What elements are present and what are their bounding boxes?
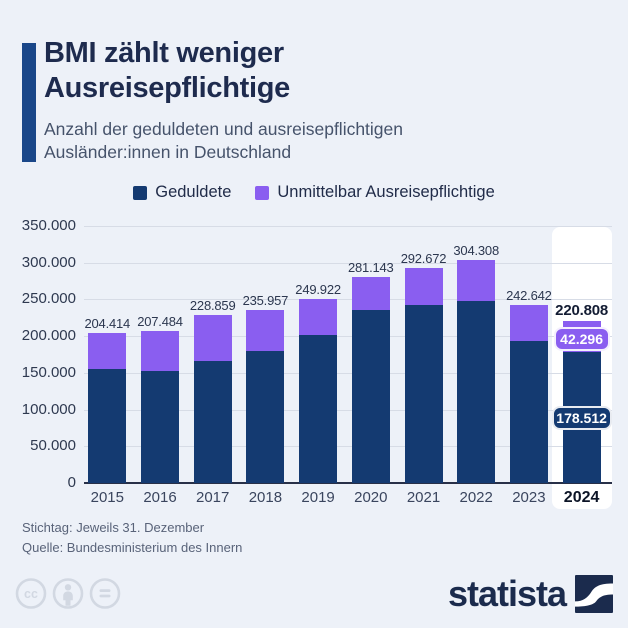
statista-logo[interactable]: statista xyxy=(448,575,613,613)
y-tick-label: 0 xyxy=(67,474,76,491)
y-tick-label: 150.000 xyxy=(21,363,76,381)
x-tick-2015: 2015 xyxy=(90,489,124,506)
bar-2019-geduldete xyxy=(299,334,338,483)
bar-2018-ausreisepflichtige xyxy=(246,309,285,351)
bar-2017-geduldete xyxy=(193,361,232,483)
bar-2015-ausreisepflichtige xyxy=(88,332,127,370)
y-tick-label: 350.000 xyxy=(21,217,76,234)
legend-item-geduldete: Geduldete xyxy=(133,183,231,202)
x-tick-2020: 2020 xyxy=(354,489,388,506)
footnote-quelle: Quelle: Bundesministerium des Innern xyxy=(22,540,243,555)
badge-ausreisepflichtige-2024: 42.296 xyxy=(553,327,610,351)
gridline-300.000 xyxy=(84,262,612,264)
legend: Geduldete Unmittelbar Ausreisepflichtige xyxy=(0,183,628,202)
total-label-2021: 292.672 xyxy=(400,251,447,267)
total-label-2017: 228.859 xyxy=(189,297,236,313)
x-tick-2019: 2019 xyxy=(301,489,335,506)
bar-2023-geduldete xyxy=(509,340,548,483)
legend-item-ausreisepflichtige: Unmittelbar Ausreisepflichtige xyxy=(255,183,495,202)
title-accent-bar xyxy=(22,43,36,162)
statista-wordmark: statista xyxy=(447,573,567,614)
gridline-200.000 xyxy=(84,336,612,338)
bar-2018-geduldete xyxy=(246,350,285,483)
x-tick-2016: 2016 xyxy=(143,489,177,506)
bar-2016-ausreisepflichtige xyxy=(141,330,179,371)
bar-2023-ausreisepflichtige xyxy=(509,304,548,341)
total-label-2016: 207.484 xyxy=(137,313,183,329)
bar-2019-ausreisepflichtige xyxy=(299,299,338,335)
page-title: BMI zählt weniger Ausreisepflichtige xyxy=(44,37,290,104)
badge-geduldete-2024: 178.512 xyxy=(551,406,612,430)
gridline-150.000 xyxy=(84,372,612,374)
no-derivatives-icon[interactable] xyxy=(89,578,121,609)
bar-2016-geduldete xyxy=(141,370,179,483)
cc-license-icons[interactable]: cc xyxy=(13,575,125,617)
x-tick-2023: 2023 xyxy=(512,489,546,506)
gridline-100.000 xyxy=(84,409,612,411)
x-axis-line xyxy=(84,482,612,484)
footnote-stichtag: Stichtag: Jeweils 31. Dezember xyxy=(22,520,205,535)
y-tick-label: 300.000 xyxy=(21,253,76,271)
y-tick-label: 250.000 xyxy=(21,290,76,308)
bar-2020-geduldete xyxy=(351,309,390,483)
bar-2020-ausreisepflichtige xyxy=(351,276,390,310)
x-tick-2021: 2021 xyxy=(406,489,441,506)
x-tick-2024: 2024 xyxy=(563,489,600,506)
x-tick-2018: 2018 xyxy=(248,489,283,506)
gridline-350.000 xyxy=(84,226,612,227)
statista-logo-mark xyxy=(575,575,613,613)
gridline-50.000 xyxy=(84,446,612,448)
bar-2021-ausreisepflichtige xyxy=(404,268,443,306)
cc-icon[interactable]: cc xyxy=(15,578,47,609)
y-tick-label: 100.000 xyxy=(21,400,76,418)
bar-2017-ausreisepflichtige xyxy=(193,314,232,362)
total-label-2020: 281.143 xyxy=(348,259,394,275)
total-label-2018: 235.957 xyxy=(242,292,289,308)
gridline-250.000 xyxy=(84,299,612,301)
legend-swatch-geduldete xyxy=(133,185,148,200)
legend-label-ausreisepflichtige: Unmittelbar Ausreisepflichtige xyxy=(277,183,495,201)
y-tick-label: 50.000 xyxy=(30,437,76,455)
x-tick-2017: 2017 xyxy=(196,489,230,506)
x-tick-2022: 2022 xyxy=(459,489,493,506)
bar-2021-geduldete xyxy=(404,305,443,483)
total-label-2023: 242.642 xyxy=(506,287,552,303)
bar-2022-geduldete xyxy=(457,300,496,483)
total-label-2024: 220.808 xyxy=(555,301,608,319)
total-label-2022: 304.308 xyxy=(453,242,499,258)
bar-2015-geduldete xyxy=(88,369,127,483)
chart-subtitle: Anzahl der geduldeten und ausreisepflich… xyxy=(44,119,404,162)
legend-swatch-ausreisepflichtige xyxy=(255,185,270,200)
total-label-2019: 249.922 xyxy=(295,282,341,298)
total-label-2015: 204.414 xyxy=(84,315,131,331)
y-tick-label: 200.000 xyxy=(21,327,76,345)
legend-label-geduldete: Geduldete xyxy=(155,183,232,201)
attribution-person-icon[interactable] xyxy=(52,578,84,609)
svg-text:cc: cc xyxy=(24,587,38,601)
bar-2022-ausreisepflichtige xyxy=(457,259,496,301)
